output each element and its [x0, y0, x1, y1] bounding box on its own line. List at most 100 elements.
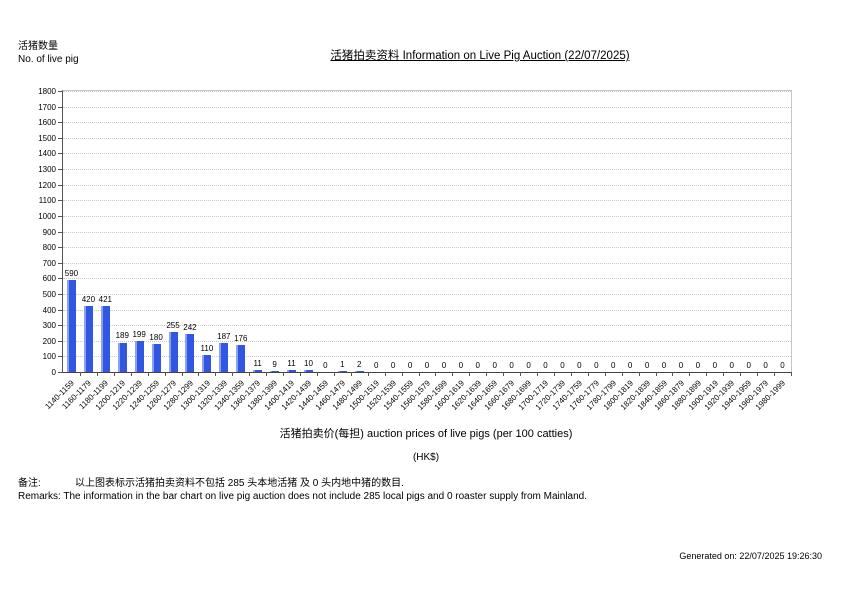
- y-axis-tick: [58, 91, 63, 92]
- y-axis-title-zh: 活猪数量: [18, 41, 58, 52]
- gridline: [63, 278, 791, 280]
- x-axis-tick: [435, 372, 437, 376]
- bar: [337, 371, 347, 372]
- chart-title: 活猪拍卖资料 Information on Live Pig Auction (…: [330, 50, 630, 62]
- bar-value-label: 0: [577, 361, 582, 370]
- bar-value-label: 10: [304, 359, 313, 369]
- bar: [270, 370, 280, 372]
- bar-value-label: 0: [492, 361, 497, 370]
- x-axis-tick: [96, 372, 98, 376]
- y-axis-tick: [58, 215, 63, 217]
- x-axis-tick: [79, 372, 81, 376]
- gridline: [63, 153, 791, 155]
- x-axis-tick: [249, 372, 251, 376]
- bar-value-label: 2: [357, 360, 362, 369]
- y-axis-tick: [58, 122, 63, 124]
- plot-area: 0 100 200 300 400 500 600 700 800 900 1000 1100 1200…: [38, 87, 792, 412]
- bar: [151, 343, 161, 372]
- y-tick-label: 900: [42, 227, 56, 237]
- remark-line-en: Remarks: The information in the bar char…: [18, 491, 588, 502]
- bar-value-label: 255: [166, 321, 180, 331]
- bar: [236, 344, 246, 372]
- x-axis-title: 活猪拍卖价(每担) auction prices of live pigs (p…: [279, 428, 573, 440]
- gridline: [63, 91, 791, 92]
- x-axis-tick: [384, 372, 386, 376]
- bar-value-label: 1: [340, 360, 345, 369]
- bar-value-label: 0: [509, 361, 514, 370]
- y-tick-label: 1600: [38, 118, 56, 128]
- bar: [219, 342, 229, 372]
- x-axis-tick: [791, 372, 792, 376]
- bar-value-label: 0: [441, 361, 447, 370]
- bar: [134, 340, 144, 372]
- bar-value-label: 9: [272, 359, 277, 369]
- bar-value-label: 421: [98, 295, 112, 305]
- bar-value-label: 0: [644, 361, 650, 370]
- remark-text-zh: 以上图表标示活猪拍卖资料不包括 285 头本地活猪 及 0 头内地中猪的数目.: [75, 478, 404, 489]
- y-axis-tick: [58, 200, 63, 202]
- bar-value-label: 110: [200, 343, 214, 353]
- bar-value-label: 11: [287, 359, 296, 369]
- y-tick-label: 1300: [38, 165, 56, 175]
- bar: [83, 306, 93, 372]
- bar: [168, 332, 178, 372]
- bar-value-label: 0: [763, 361, 768, 370]
- x-axis-tick: [757, 372, 759, 376]
- bar-value-label: 180: [149, 332, 163, 342]
- x-axis-tick: [520, 372, 522, 376]
- gridline: [63, 215, 791, 217]
- x-axis-tick: [469, 372, 471, 376]
- y-tick-label: 400: [42, 305, 56, 315]
- gridline: [63, 293, 791, 295]
- y-axis-tick: [58, 340, 63, 342]
- y-tick-label: 1100: [38, 196, 56, 206]
- bar: [303, 370, 313, 372]
- bar-value-label: 0: [424, 361, 430, 370]
- bar-value-label: 0: [729, 361, 734, 370]
- x-axis-tick: [638, 372, 640, 376]
- bar-value-label: 0: [390, 361, 396, 370]
- y-tick-label: 0: [51, 368, 56, 377]
- y-axis-tick: [58, 309, 63, 311]
- bar: [287, 370, 297, 372]
- gridline: [63, 309, 791, 311]
- bar-value-label: 242: [183, 323, 197, 333]
- x-axis-tick: [198, 372, 200, 376]
- bar-value-label: 189: [115, 331, 129, 341]
- y-axis-tick: [58, 137, 63, 139]
- bar: [100, 306, 110, 372]
- y-tick-label: 700: [42, 258, 56, 268]
- y-tick-label: 100: [42, 352, 56, 362]
- x-axis-unit: (HK$): [412, 452, 440, 463]
- y-axis-tick: [58, 106, 63, 108]
- y-axis-tick: [58, 184, 63, 186]
- x-axis-tick: [587, 372, 589, 376]
- gridline: [63, 325, 791, 327]
- gridline: [63, 184, 791, 186]
- x-axis-tick: [553, 372, 555, 376]
- gridline: [63, 356, 791, 358]
- gridline: [63, 340, 791, 342]
- remark-label-zh: 备注:: [18, 478, 41, 489]
- bar: [185, 334, 195, 372]
- x-axis-tick: [300, 372, 302, 376]
- x-axis-tick: [147, 372, 149, 376]
- y-axis-tick: [58, 278, 63, 280]
- y-axis-tick: [58, 247, 63, 249]
- x-axis-tick: [689, 372, 691, 376]
- x-axis-tick: [774, 372, 776, 376]
- y-tick-label: 1800: [38, 87, 56, 96]
- bar-value-label: 0: [560, 361, 565, 370]
- bar: [354, 371, 364, 372]
- bar-value-label: 0: [610, 361, 616, 370]
- bar-value-label: 0: [526, 361, 531, 370]
- x-axis-tick: [655, 372, 657, 376]
- bar-value-label: 0: [661, 361, 667, 370]
- y-axis-tick: [58, 356, 63, 358]
- bar-value-label: 0: [373, 361, 379, 370]
- y-axis-tick: [58, 325, 63, 327]
- x-axis-tick: [283, 372, 285, 376]
- x-axis-tick: [537, 372, 539, 376]
- bar: [66, 279, 76, 372]
